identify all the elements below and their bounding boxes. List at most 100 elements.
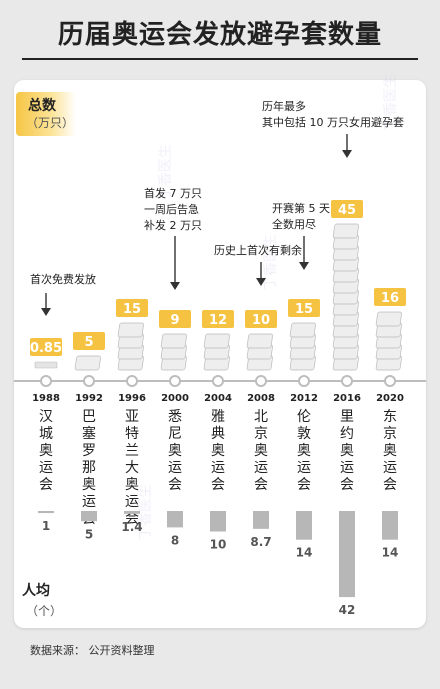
annotation-line: 开赛第 5 天 <box>272 202 330 215</box>
annotation-arrow-head <box>170 282 180 290</box>
percap-bar <box>296 511 312 540</box>
percap-value-label: 14 <box>382 546 399 560</box>
annotation-line: 其中包括 10 万只女用避孕套 <box>262 116 404 129</box>
condom-pack-icon <box>203 333 230 349</box>
percap-value-label: 1.4 <box>121 520 142 534</box>
year-tick-label: 2016 <box>333 393 361 404</box>
watermark-text: 丁香医生 <box>383 74 399 130</box>
annotation-line: 一周后告急 <box>144 203 199 216</box>
city-label: 伦敦奥运会 <box>297 409 311 493</box>
percap-bar <box>167 511 183 528</box>
total-value-label: 5 <box>84 335 93 350</box>
total-bar <box>34 361 58 369</box>
percap-bar <box>210 511 226 532</box>
percap-value-label: 1 <box>42 519 50 533</box>
annotation-text: 首发 7 万只 一周后告急补发 2 万只 <box>144 186 202 234</box>
total-axis-label: 总数 （万只） <box>16 92 76 136</box>
total-value-badge <box>374 288 406 306</box>
year-tick-label: 2020 <box>376 393 404 404</box>
total-value-label: 10 <box>252 313 270 328</box>
total-bar <box>246 333 273 371</box>
annotation-line: 历年最多 <box>262 100 306 113</box>
annotation-line: 历史上首次有剩余 <box>214 244 302 257</box>
annotation-line: 首次免费发放 <box>30 273 96 286</box>
timeline-dot <box>341 375 353 387</box>
year-tick-label: 2004 <box>204 393 232 404</box>
year-tick-label: 2000 <box>161 393 189 404</box>
percap-label-text: 人均 <box>22 583 50 599</box>
total-bar <box>375 311 402 371</box>
timeline-dot <box>384 375 396 387</box>
annotation-line: 全数用尽 <box>272 218 316 231</box>
timeline-dot <box>255 375 267 387</box>
total-bar <box>117 322 144 371</box>
annotation-text: 历史上首次有剩余 <box>214 243 302 259</box>
percap-bar <box>124 511 140 514</box>
data-source: 数据来源： 公开资料整理 <box>30 644 155 657</box>
total-value-label: 16 <box>381 291 399 306</box>
total-value-label: 0.85 <box>30 341 62 356</box>
condom-pack-icon <box>375 311 402 327</box>
annotation-arrow-head <box>256 278 266 286</box>
percap-value-label: 42 <box>339 603 356 617</box>
total-value-label: 15 <box>295 302 313 317</box>
city-label: 悉尼奥运会 <box>168 409 182 493</box>
watermark-text: 丁香医生 <box>138 484 154 540</box>
page-title: 历届奥运会发放避孕套数量 <box>57 20 382 50</box>
city-label: 亚特兰大奥运会 <box>125 409 139 527</box>
total-value-badge <box>245 310 277 328</box>
annotation-text: 开赛第 5 天全数用尽 <box>272 201 330 233</box>
percap-bar <box>339 511 355 598</box>
annotation-arrow-head <box>342 150 352 158</box>
year-tick-label: 1996 <box>118 393 146 404</box>
total-value-label: 12 <box>209 313 227 328</box>
total-bar <box>160 333 187 371</box>
condom-pack-icon <box>246 333 273 349</box>
condom-pack-icon <box>332 223 359 239</box>
total-bar <box>74 355 101 371</box>
total-unit-text: （万只） <box>26 116 75 130</box>
total-value-badge <box>73 332 105 350</box>
title-divider <box>22 58 418 60</box>
annotation-arrow-head <box>41 308 51 316</box>
total-bar <box>203 333 230 371</box>
percap-bar <box>81 511 97 522</box>
year-tick-label: 1988 <box>32 393 60 404</box>
total-value-badge <box>331 200 363 218</box>
annotation-text: 历年最多其中包括 10 万只女用避孕套 <box>262 99 404 131</box>
total-label-text: 总数 <box>28 98 56 114</box>
city-label: 里约奥运会 <box>340 409 354 493</box>
timeline-dot <box>126 375 138 387</box>
percap-value-label: 8.7 <box>250 535 271 549</box>
percap-value-label: 5 <box>85 527 93 541</box>
year-tick-label: 1992 <box>75 393 103 404</box>
total-value-label: 45 <box>338 203 356 218</box>
timeline-dot <box>83 375 95 387</box>
annotation-line: 首发 7 万只 <box>144 187 202 200</box>
watermark-text: 丁香医生 <box>158 144 174 200</box>
percap-bar <box>38 511 54 514</box>
total-value-label: 9 <box>170 313 179 328</box>
percap-unit-text: （个） <box>26 604 63 618</box>
total-bar <box>332 223 359 371</box>
total-value-badge <box>288 299 320 317</box>
annotation-line: 补发 2 万只 <box>144 219 202 232</box>
condom-pack-icon <box>160 333 187 349</box>
percap-value-label: 8 <box>171 533 179 547</box>
condom-pack-icon <box>289 322 316 338</box>
percap-axis-label: 人均 （个） <box>22 580 62 619</box>
chart-marks: 0.851988汉城奥运会151992巴塞罗那奥运会5151996亚特兰大奥运会… <box>30 134 406 617</box>
condom-pack-icon <box>74 355 101 371</box>
annotation-text: 首次免费发放 <box>30 272 96 288</box>
percap-value-label: 10 <box>210 538 227 552</box>
watermark-text: 丁香医生 <box>263 234 279 290</box>
total-value-badge <box>30 338 62 356</box>
total-bar <box>289 322 316 371</box>
year-tick-label: 2008 <box>247 393 275 404</box>
total-value-badge <box>202 310 234 328</box>
city-label: 巴塞罗那奥运会 <box>82 409 96 527</box>
city-label: 东京奥运会 <box>383 409 397 493</box>
annotation-arrow-head <box>299 262 309 270</box>
